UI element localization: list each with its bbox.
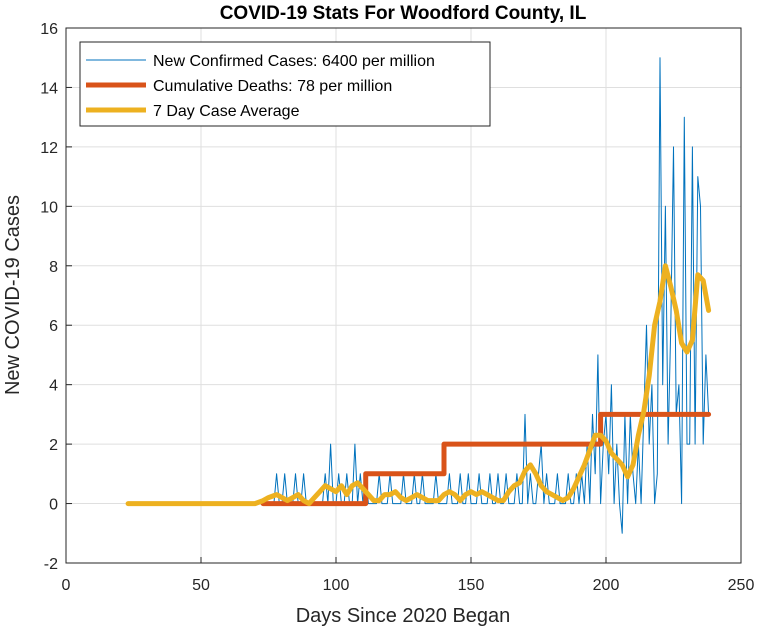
- series-average-line: [125, 263, 712, 507]
- y-tick-label: 8: [49, 259, 58, 276]
- y-tick-label: 12: [40, 140, 58, 157]
- x-tick-label: 50: [192, 577, 210, 594]
- series-layer: [125, 57, 712, 534]
- y-tick-label: 2: [49, 437, 58, 454]
- y-tick-label: 16: [40, 21, 58, 38]
- y-tick-label: 4: [49, 378, 58, 395]
- legend-box: [79, 41, 491, 127]
- plot-frame: [65, 27, 742, 564]
- legend-label-average: 7 Day Case Average: [153, 103, 300, 120]
- legend: New Confirmed Cases: 6400 per million Cu…: [79, 41, 491, 127]
- x-tick-label: 0: [62, 577, 71, 594]
- x-tick-label: 200: [593, 577, 620, 594]
- y-tick-label: -2: [44, 556, 58, 573]
- x-tick-label: 250: [728, 577, 755, 594]
- y-axis-label: New COVID-19 Cases: [2, 195, 24, 395]
- y-tick-label: 10: [40, 199, 58, 216]
- x-tick-label: 100: [323, 577, 350, 594]
- series-deaths-line: [260, 411, 712, 507]
- y-tick-label: 6: [49, 318, 58, 335]
- chart-title: COVID-19 Stats For Woodford County, IL: [220, 3, 587, 24]
- x-tick-label: 150: [458, 577, 485, 594]
- legend-label-deaths: Cumulative Deaths: 78 per million: [153, 78, 392, 95]
- y-tick-label: 14: [40, 80, 58, 97]
- legend-label-new-cases: New Confirmed Cases: 6400 per million: [153, 53, 435, 70]
- y-tick-label: 0: [49, 497, 58, 514]
- x-axis-label: Days Since 2020 Began: [296, 605, 511, 627]
